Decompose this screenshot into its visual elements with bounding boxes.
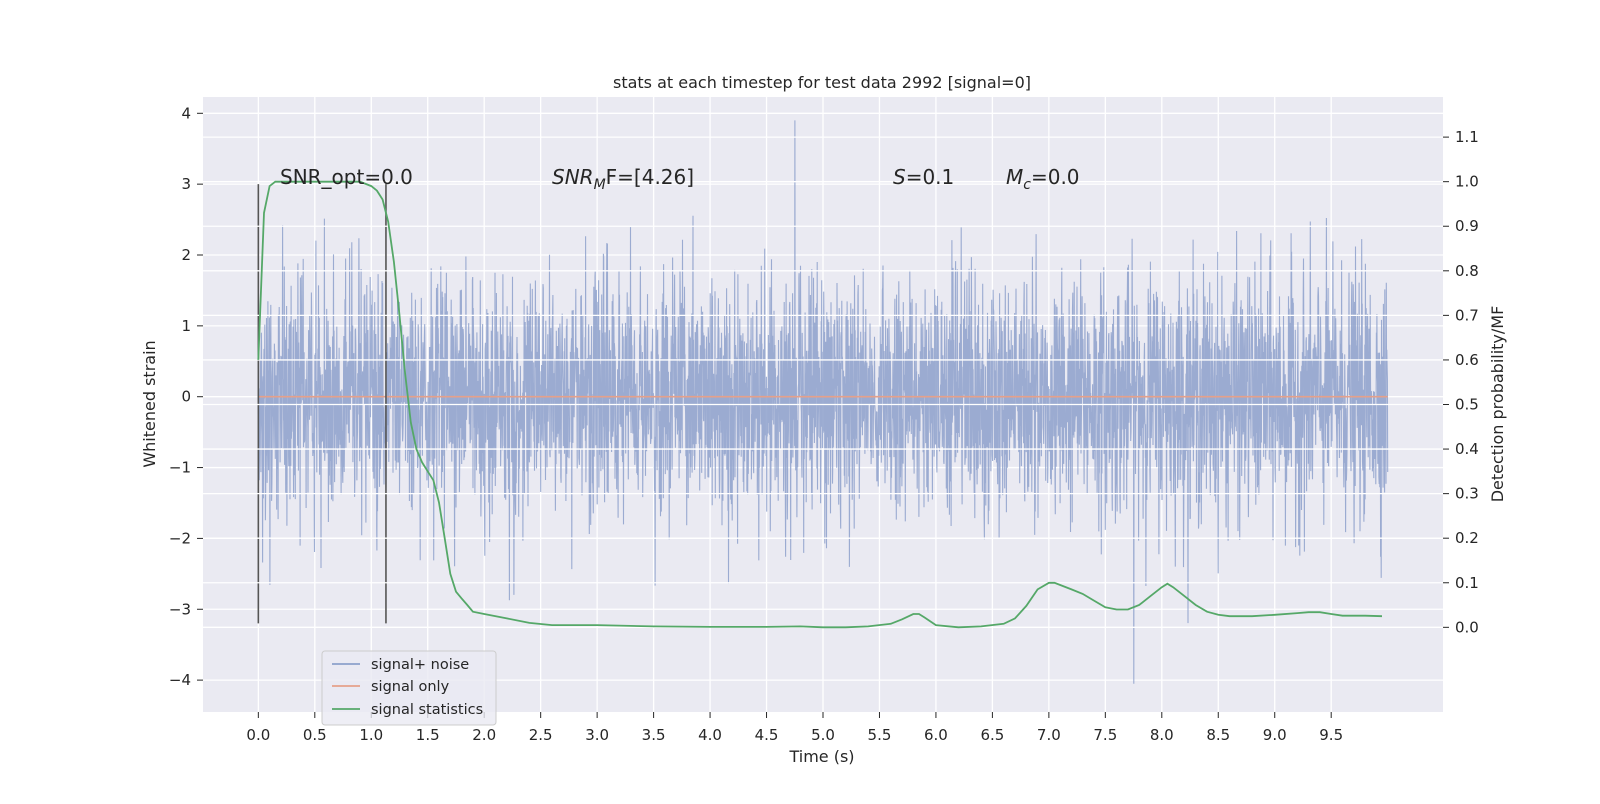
y-tick-label-left: −1	[169, 459, 191, 477]
annotation-s-rest: =0.1	[906, 165, 955, 189]
legend-label-signal-statistics: signal statistics	[371, 702, 483, 718]
marker-lines	[257, 184, 387, 624]
x-tick-label: 1.0	[359, 726, 383, 744]
y-tick-label-left: 1	[181, 317, 191, 335]
legend: signal+ noise signal only signal statist…	[321, 650, 497, 726]
x-tick-label: 6.5	[980, 726, 1004, 744]
legend-label-signal-noise: signal+ noise	[371, 657, 469, 673]
y-tick-label-right: 1.0	[1455, 173, 1479, 191]
y-tick-label-left: −3	[169, 600, 191, 618]
y-tick-label-right: 0.8	[1455, 262, 1479, 280]
x-tick-label: 5.0	[811, 726, 835, 744]
x-tick-label: 3.0	[585, 726, 609, 744]
x-tick-label: 9.5	[1319, 726, 1343, 744]
x-tick-label: 8.0	[1150, 726, 1174, 744]
chart-title: stats at each timestep for test data 299…	[613, 73, 1031, 92]
y-tick-label-right: 0.1	[1455, 574, 1479, 592]
series-signal-statistics	[257, 180, 1383, 629]
y-tick-label-right: 0.6	[1455, 351, 1479, 369]
x-tick-label: 0.0	[246, 726, 270, 744]
x-tick-label: 7.0	[1037, 726, 1061, 744]
y-tick-label-left: 3	[181, 175, 191, 193]
x-tick-label: 0.5	[303, 726, 327, 744]
annotation-snr-mf-sub: M	[594, 177, 606, 193]
legend-box	[321, 650, 497, 726]
y-tick-label-right: 0.7	[1455, 306, 1479, 324]
x-tick-label: 5.5	[868, 726, 892, 744]
y-tick-label-left: −2	[169, 529, 191, 547]
x-tick-label: 2.5	[529, 726, 553, 744]
annotation-snr-mf: SNRMF=[4.26]	[552, 165, 694, 193]
x-tick-label: 4.0	[698, 726, 722, 744]
annotation-mc-sub: c	[1023, 177, 1031, 193]
y-tick-label-left: 4	[181, 104, 191, 122]
y-tick-label-right: 1.1	[1455, 128, 1479, 146]
x-tick-label: 3.5	[642, 726, 666, 744]
y-axis-label-left: Whitened strain	[140, 340, 159, 467]
annotation-mc-rest: =0.0	[1031, 165, 1080, 189]
x-tick-label: 9.0	[1263, 726, 1287, 744]
annotation-snr-mf-rest: F=[4.26]	[606, 165, 694, 189]
annotation-s-prefix: S	[893, 165, 906, 189]
y-tick-label-right: 0.0	[1455, 618, 1479, 636]
y-tick-label-left: 2	[181, 246, 191, 264]
y-tick-label-left: −4	[169, 671, 191, 689]
annotation-mc-prefix: M	[1006, 165, 1023, 189]
x-axis-label: Time (s)	[788, 747, 854, 766]
y-axis-label-right: Detection probability/MF	[1488, 306, 1507, 503]
x-tick-label: 2.0	[472, 726, 496, 744]
x-tick-label: 1.5	[416, 726, 440, 744]
annotation-s: S=0.1	[893, 165, 954, 189]
y-tick-label-right: 0.4	[1455, 440, 1479, 458]
annotation-snr-opt: SNR_opt=0.0	[280, 165, 413, 189]
noise-line	[257, 120, 1389, 684]
legend-label-signal-only: signal only	[371, 679, 450, 695]
y-tick-label-right: 0.2	[1455, 529, 1479, 547]
tick-labels: 0.0 0.5 1.0 1.5 2.0 2.5 3.0 3.5 4.0 4.5 5.0 5.5 6.0 6…	[169, 104, 1479, 744]
series-signal-noise	[257, 120, 1389, 684]
x-tick-label: 4.5	[755, 726, 779, 744]
annotation-snr-mf-prefix: SNR	[552, 165, 594, 189]
x-tick-label: 7.5	[1093, 726, 1117, 744]
y-tick-label-right: 0.9	[1455, 217, 1479, 235]
y-tick-label-left: 0	[181, 388, 191, 406]
x-tick-label: 8.5	[1206, 726, 1230, 744]
statistics-line	[257, 180, 1383, 629]
annotation-mc: Mc=0.0	[1006, 165, 1080, 193]
x-tick-label: 6.0	[924, 726, 948, 744]
y-tick-label-right: 0.3	[1455, 485, 1479, 503]
y-tick-label-right: 0.5	[1455, 396, 1479, 414]
